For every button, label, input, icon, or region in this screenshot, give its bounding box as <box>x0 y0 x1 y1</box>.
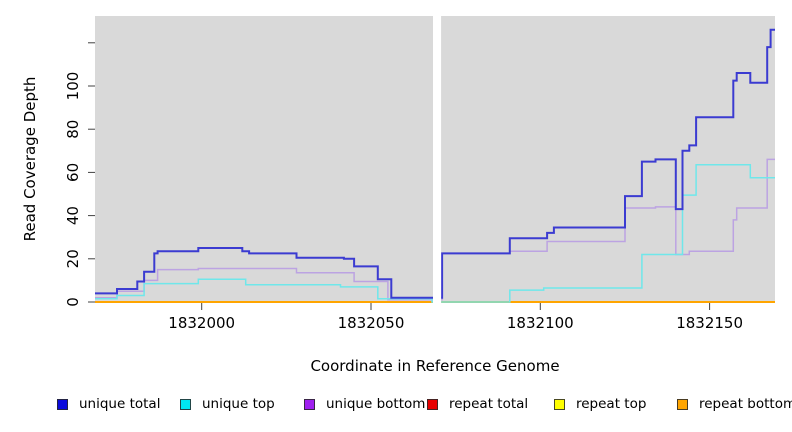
legend-label: repeat bottom <box>699 396 792 412</box>
legend-swatch-unique-bottom <box>304 398 315 410</box>
legend-swatch-unique-top <box>180 398 191 410</box>
legend-label: unique top <box>202 396 275 412</box>
legend-label: unique bottom <box>326 396 426 412</box>
legend-label: repeat top <box>576 396 647 412</box>
legend-item-unique-total: unique total <box>57 396 160 412</box>
y-tick-label: 0 <box>64 297 82 307</box>
legend-item-unique-bottom: unique bottom <box>304 396 425 412</box>
legend-swatch-repeat-total <box>427 398 438 410</box>
legend-item-repeat-top: repeat top <box>554 396 646 412</box>
x-axis-ticks: 1832000 1832050 1832100 1832150 <box>168 303 743 332</box>
legend-swatch-unique-total <box>57 398 68 410</box>
y-tick-label: 100 <box>64 72 82 101</box>
legend-label: unique total <box>79 396 161 412</box>
x-tick-label: 1832150 <box>676 314 743 332</box>
x-tick-label: 1832100 <box>507 314 574 332</box>
y-tick-label: 40 <box>64 206 82 225</box>
legend-item-repeat-bottom: repeat bottom <box>677 396 792 412</box>
y-axis-ticks: 0 20 40 60 80 100 <box>64 42 95 307</box>
y-tick-label: 80 <box>64 120 82 139</box>
x-tick-label: 1832050 <box>338 314 405 332</box>
y-tick-label: 20 <box>64 249 82 268</box>
no-data-gap <box>433 16 442 303</box>
x-axis-title: Coordinate in Reference Genome <box>310 357 560 375</box>
series-line-unique-total <box>95 28 775 299</box>
legend-swatch-repeat-bottom <box>677 398 688 410</box>
legend-swatch-repeat-top <box>554 398 565 410</box>
y-tick-label: 60 <box>64 163 82 182</box>
y-axis-title: Read Coverage Depth <box>21 76 39 242</box>
legend-label: repeat total <box>449 396 529 412</box>
x-tick-label: 1832000 <box>168 314 235 332</box>
legend-item-unique-top: unique top <box>180 396 275 412</box>
legend-item-repeat-total: repeat total <box>427 396 528 412</box>
series-line-unique-top <box>95 164 775 303</box>
